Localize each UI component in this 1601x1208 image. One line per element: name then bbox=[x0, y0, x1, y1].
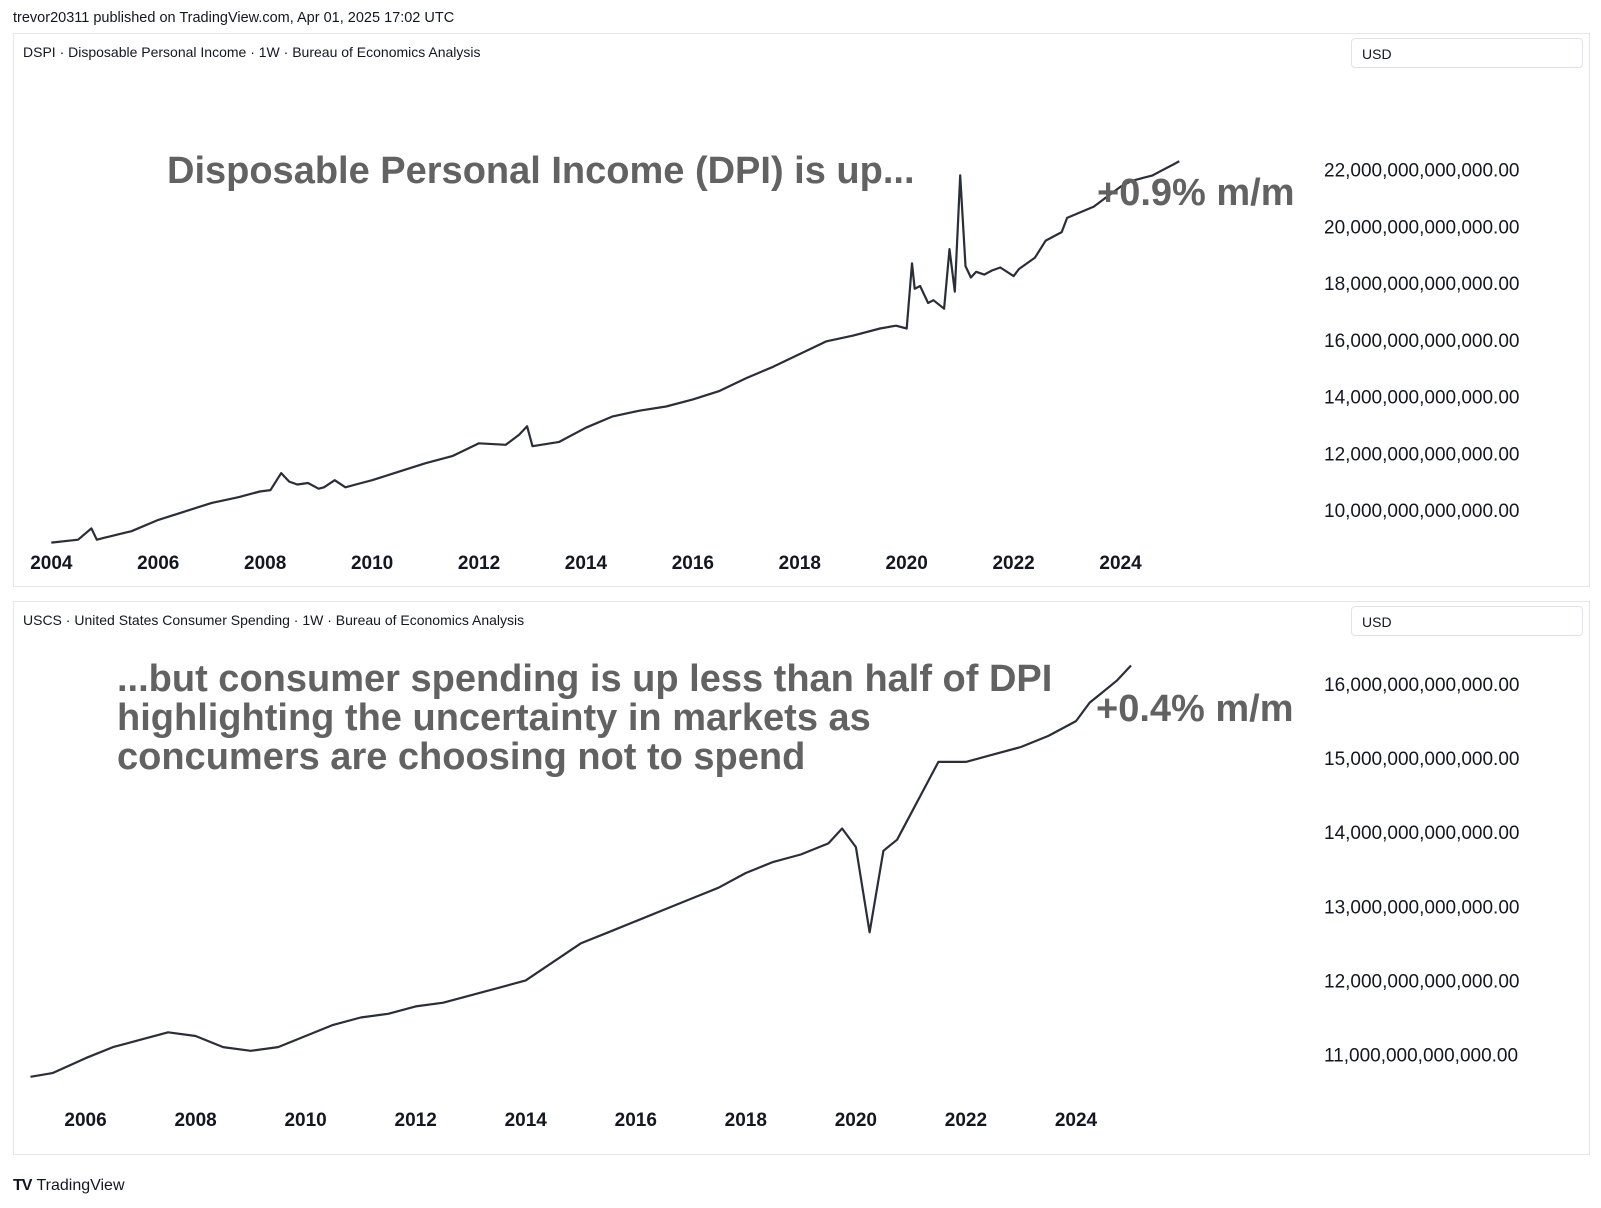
x-tick-label: 2014 bbox=[505, 1110, 548, 1131]
change-annotation: +0.9% m/m bbox=[1097, 172, 1295, 214]
x-tick-label: 2004 bbox=[30, 553, 73, 574]
y-tick-label: 22,000,000,000,000.00 bbox=[1324, 161, 1519, 182]
x-tick-label: 2012 bbox=[458, 553, 500, 574]
x-tick-label: 2014 bbox=[565, 553, 608, 574]
y-tick-label: 16,000,000,000,000.00 bbox=[1324, 675, 1519, 696]
series-line[interactable] bbox=[51, 160, 1180, 544]
y-tick-label: 12,000,000,000,000.00 bbox=[1324, 971, 1519, 992]
y-tick-label: 16,000,000,000,000.00 bbox=[1324, 331, 1519, 352]
chart-svg-dspi[interactable]: 2004 2006 2008 2010 2012 2014 2016 2018 2020 2022… bbox=[14, 34, 1589, 586]
y-tick-label: 12,000,000,000,000.00 bbox=[1324, 444, 1519, 465]
y-tick-label: 15,000,000,000,000.00 bbox=[1324, 749, 1519, 770]
x-tick-label: 2008 bbox=[244, 553, 286, 574]
publish-header: trevor20311 published on TradingView.com… bbox=[13, 10, 455, 26]
x-tick-label: 2018 bbox=[725, 1110, 767, 1131]
series-legend: DSPI · Disposable Personal Income · 1W ·… bbox=[23, 44, 481, 60]
x-tick-label: 2008 bbox=[174, 1110, 216, 1131]
tradingview-logo-icon: TV bbox=[13, 1177, 32, 1194]
change-annotation: +0.4% m/m bbox=[1096, 688, 1294, 730]
series-line[interactable] bbox=[30, 664, 1132, 1078]
x-tick-label: 2006 bbox=[64, 1110, 106, 1131]
y-tick-label: 11,000,000,000,000.00 bbox=[1324, 1046, 1518, 1067]
footer-brand[interactable]: TV TradingView bbox=[13, 1177, 125, 1195]
y-tick-label: 10,000,000,000,000.00 bbox=[1324, 501, 1519, 522]
x-tick-label: 2020 bbox=[886, 553, 928, 574]
y-tick-label: 20,000,000,000,000.00 bbox=[1324, 217, 1519, 238]
x-tick-label: 2016 bbox=[615, 1110, 657, 1131]
x-tick-label: 2022 bbox=[945, 1110, 987, 1131]
y-tick-label: 18,000,000,000,000.00 bbox=[1324, 274, 1519, 295]
x-tick-label: 2016 bbox=[672, 553, 714, 574]
chart-svg-uscs[interactable]: 2006 2008 2010 2012 2014 2016 2018 2020 2022 2024… bbox=[14, 602, 1589, 1154]
currency-button[interactable]: USD bbox=[1351, 38, 1583, 68]
annotation-text: Disposable Personal Income (DPI) is up..… bbox=[167, 150, 915, 192]
y-tick-label: 14,000,000,000,000.00 bbox=[1324, 823, 1519, 844]
y-tick-label: 13,000,000,000,000.00 bbox=[1324, 897, 1519, 918]
currency-button[interactable]: USD bbox=[1351, 606, 1583, 636]
x-tick-label: 2010 bbox=[351, 553, 393, 574]
x-tick-label: 2012 bbox=[395, 1110, 437, 1131]
chart-panel-dspi[interactable]: 2004 2006 2008 2010 2012 2014 2016 2018 2020 2022… bbox=[13, 33, 1590, 587]
x-tick-label: 2010 bbox=[284, 1110, 326, 1131]
x-tick-label: 2018 bbox=[779, 553, 821, 574]
series-legend: USCS · United States Consumer Spending ·… bbox=[23, 612, 525, 628]
x-tick-label: 2020 bbox=[835, 1110, 877, 1131]
x-tick-label: 2024 bbox=[1099, 553, 1142, 574]
x-tick-label: 2024 bbox=[1055, 1110, 1098, 1131]
chart-panel-uscs[interactable]: 2006 2008 2010 2012 2014 2016 2018 2020 2022 2024… bbox=[13, 601, 1590, 1155]
brand-name: TradingView bbox=[36, 1177, 125, 1194]
x-tick-label: 2006 bbox=[137, 553, 179, 574]
annotation-text: ...but consumer spending is up less than… bbox=[117, 658, 1053, 778]
x-tick-label: 2022 bbox=[992, 553, 1034, 574]
y-tick-label: 14,000,000,000,000.00 bbox=[1324, 388, 1519, 409]
